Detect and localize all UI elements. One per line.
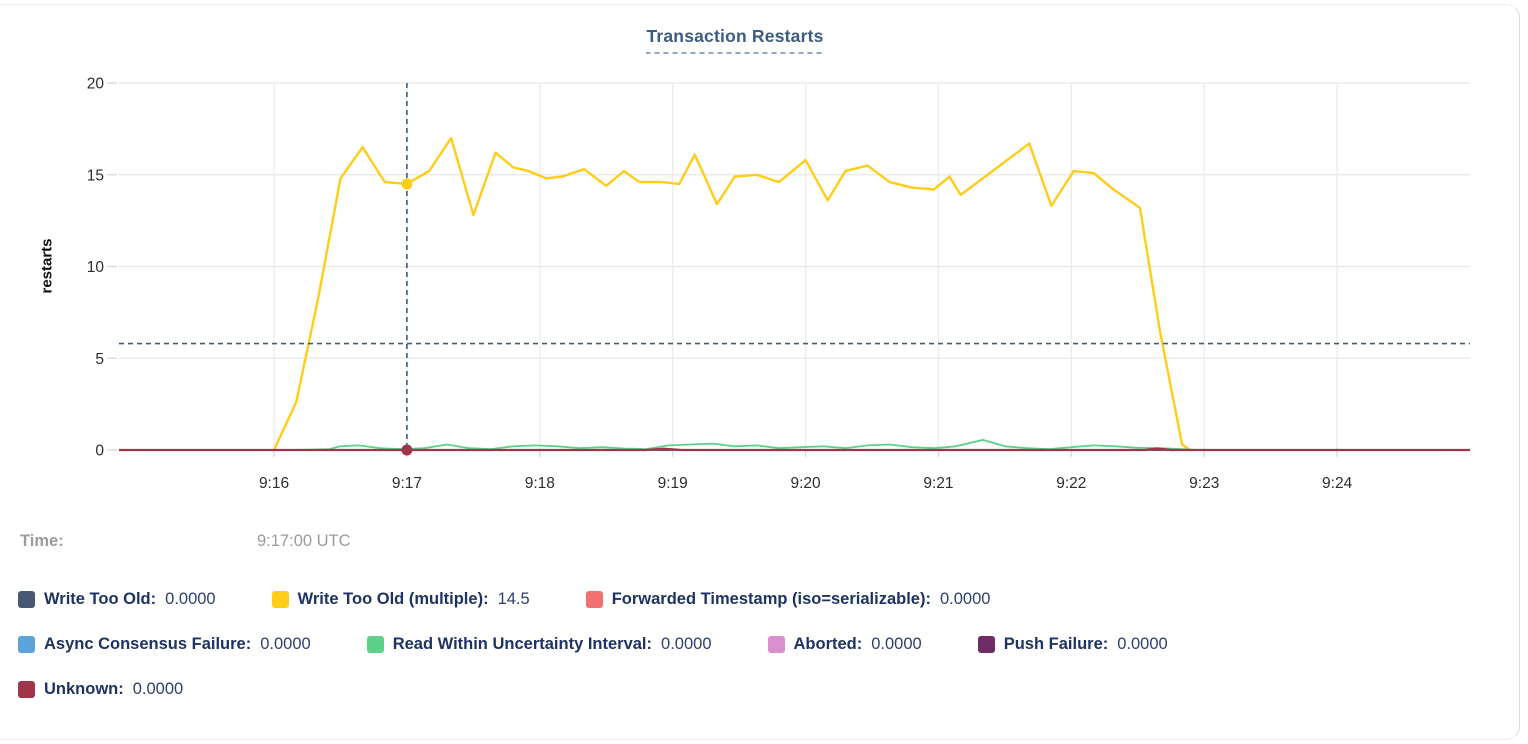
chart-title[interactable]: Transaction Restarts <box>646 26 824 54</box>
legend-item-async-consensus-failure: Async Consensus Failure 0.0000 <box>18 635 311 654</box>
chart-legend: Write Too Old 0.0000 Write Too Old (mult… <box>18 586 1498 721</box>
legend-swatch <box>585 590 603 608</box>
hover-dot <box>401 178 413 190</box>
x-tick-label: 9:19 <box>658 475 688 492</box>
hover-time-value: 9:17:00 UTC <box>257 532 351 550</box>
legend-swatch <box>271 590 289 608</box>
legend-label: Write Too Old (multiple) <box>298 590 489 609</box>
y-tick-label: 20 <box>87 76 105 93</box>
x-tick-label: 9:20 <box>790 475 821 492</box>
legend-row: Write Too Old 0.0000 Write Too Old (mult… <box>18 586 1498 612</box>
y-tick-label: 5 <box>95 351 104 368</box>
x-tick-label: 9:22 <box>1056 475 1086 492</box>
legend-value: 0.0000 <box>165 589 216 608</box>
legend-item-write-too-old-multiple: Write Too Old (multiple) 14.5 <box>271 589 530 609</box>
legend-value: 0.0000 <box>132 679 184 698</box>
legend-item-push-failure: Push Failure 0.0000 <box>977 634 1168 654</box>
legend-value: 0.0000 <box>1117 634 1168 653</box>
legend-swatch <box>977 635 995 653</box>
chart-title-row: Transaction Restarts <box>0 26 1470 54</box>
legend-item-read-within-uncertainty-interval: Read Within Uncertainty Interval 0.0000 <box>366 634 712 654</box>
hover-time-row: Time: 9:17:00 UTC <box>20 532 351 551</box>
legend-row: Unknown 0.0000 <box>18 676 1498 702</box>
legend-label: Push Failure <box>1004 635 1109 654</box>
legend-label: Read Within Uncertainty Interval <box>393 635 652 654</box>
hover-dot <box>401 444 413 456</box>
x-tick-label: 9:23 <box>1189 475 1219 492</box>
y-tick-label: 0 <box>95 443 104 460</box>
x-tick-label: 9:17 <box>392 475 422 492</box>
legend-value: 14.5 <box>497 589 530 608</box>
legend-item-aborted: Aborted 0.0000 <box>767 634 922 654</box>
legend-item-write-too-old: Write Too Old 0.0000 <box>18 590 216 609</box>
transaction-restarts-chart[interactable]: 0 5 10 15 20 9:16 9:17 9:18 9:19 9:20 9:21 9:22 9:23… <box>0 0 1528 520</box>
legend-value: 0.0000 <box>260 634 311 653</box>
legend-label: Async Consensus Failure <box>44 635 251 654</box>
legend-label: Unknown <box>44 680 124 699</box>
y-tick-label: 10 <box>87 259 105 276</box>
legend-label: Write Too Old <box>44 590 156 609</box>
legend-label: Aborted <box>794 635 863 654</box>
legend-swatch <box>18 635 35 653</box>
x-tick-label: 9:21 <box>923 475 953 492</box>
legend-row: Async Consensus Failure 0.0000 Read With… <box>18 631 1498 657</box>
legend-item-forwarded-timestamp: Forwarded Timestamp (iso=serializable) 0… <box>585 589 991 609</box>
legend-label: Forwarded Timestamp (iso=serializable) <box>612 590 931 609</box>
series-line-unknown <box>119 447 1470 452</box>
chart-card <box>0 4 1520 740</box>
legend-value: 0.0000 <box>871 634 922 653</box>
series-line-write-too-old-multiple <box>272 136 1190 451</box>
hover-time-label: Time: <box>20 532 64 550</box>
legend-value: 0.0000 <box>661 634 712 653</box>
x-tick-label: 9:16 <box>259 475 289 492</box>
x-tick-label: 9:18 <box>525 475 555 492</box>
legend-swatch <box>366 635 384 653</box>
x-tick-label: 9:24 <box>1322 475 1353 492</box>
legend-item-unknown: Unknown 0.0000 <box>18 680 183 699</box>
series-line-read-within-uncertainty-interval <box>296 439 1194 451</box>
legend-swatch <box>18 680 35 698</box>
y-tick-label: 15 <box>87 167 104 184</box>
legend-swatch <box>18 590 35 608</box>
legend-value: 0.0000 <box>939 589 991 608</box>
legend-swatch <box>767 635 785 653</box>
